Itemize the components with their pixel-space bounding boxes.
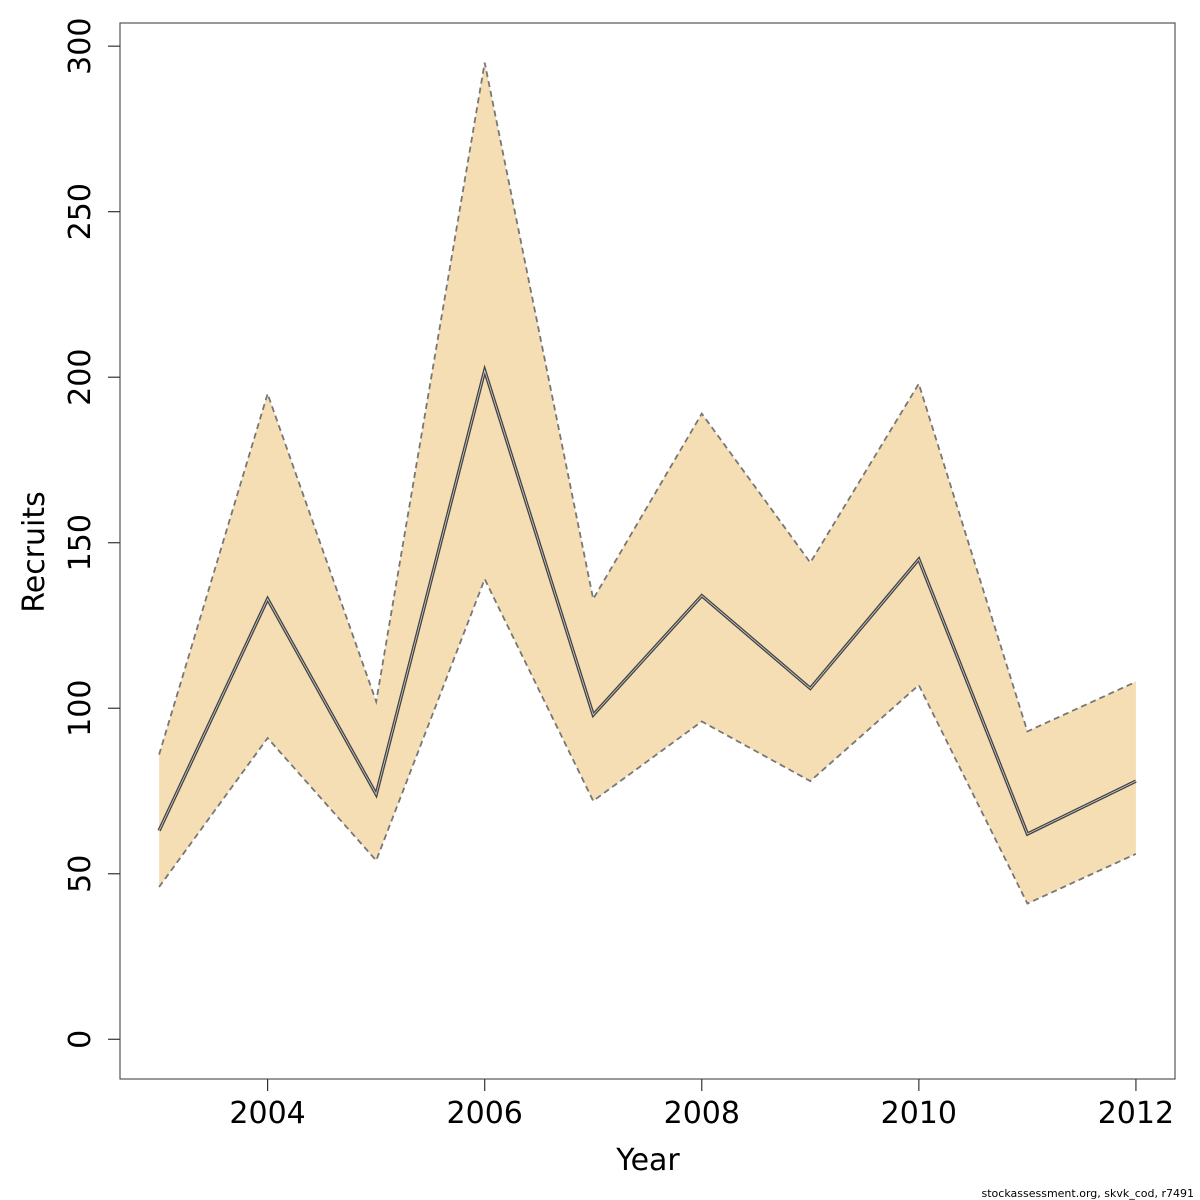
footer-note: stockassessment.org, skvk_cod, r7491 xyxy=(982,1187,1194,1200)
y-tick-label-0: 0 xyxy=(63,1030,98,1049)
upper-bound-line xyxy=(158,62,1137,755)
y-tick-label-200: 200 xyxy=(63,349,98,406)
confidence-band xyxy=(159,62,1136,904)
x-axis-title: Year xyxy=(615,1143,680,1178)
y-tick-label-150: 150 xyxy=(63,514,98,571)
lower-bound-line xyxy=(158,576,1137,905)
x-tick-label-2010: 2010 xyxy=(881,1096,957,1131)
axes-layer: 0 50 100 150 200 250 300 2004 2006 2008 2010 2012 xyxy=(63,18,1176,1131)
y-tick-label-50: 50 xyxy=(63,855,98,893)
x-tick-label-2008: 2008 xyxy=(664,1096,740,1131)
confidence-band-layer xyxy=(158,62,1137,905)
x-tick-label-2012: 2012 xyxy=(1098,1096,1174,1131)
recruits-line-core xyxy=(158,369,1137,835)
plot-frame xyxy=(119,22,1176,1080)
series-line-layer xyxy=(157,364,1137,837)
y-tick-label-100: 100 xyxy=(63,680,98,737)
x-tick-label-2004: 2004 xyxy=(229,1096,305,1131)
y-axis-title: Recruits xyxy=(17,491,52,613)
y-tick-label-250: 250 xyxy=(63,183,98,240)
x-tick-label-2006: 2006 xyxy=(447,1096,523,1131)
y-tick-label-300: 300 xyxy=(63,18,98,75)
